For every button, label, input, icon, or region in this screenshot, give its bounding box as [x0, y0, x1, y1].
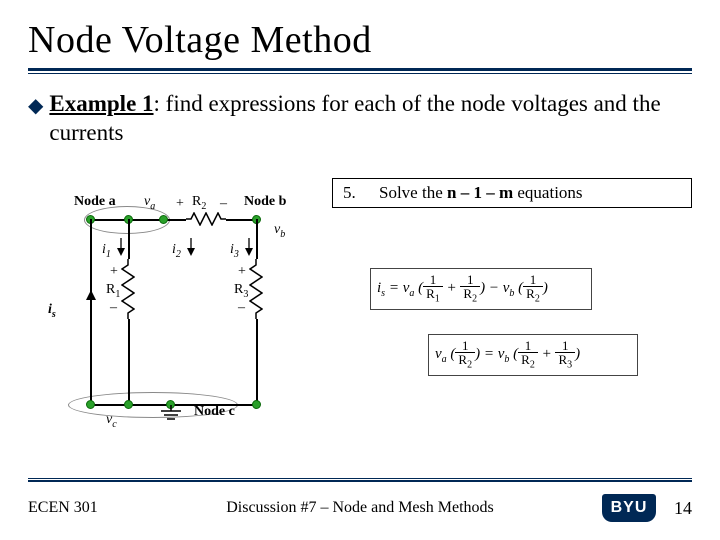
circuit-diagram: Node a Node b Node c va vb vc is i1 i2 i… [28, 200, 338, 435]
slide-title: Node Voltage Method [28, 18, 692, 62]
label-i2: i2 [172, 242, 181, 260]
label-r3-plus: + [238, 264, 246, 280]
step-text: Solve the n – 1 – m equations [379, 183, 583, 203]
label-r2-plus: + [176, 196, 184, 212]
equation-2: va (1R2) = vb (1R2 + 1R3) [428, 334, 638, 376]
title-rule [28, 68, 692, 74]
step-number: 5. [343, 183, 361, 203]
example-label: Example 1 [49, 91, 153, 116]
resistor-r2 [186, 212, 226, 226]
body: ◆ Example 1: find expressions for each o… [28, 90, 692, 148]
label-r2-minus: – [220, 196, 227, 212]
diamond-icon: ◆ [28, 94, 43, 119]
current-source-arrow [82, 290, 100, 339]
footer-center: Discussion #7 – Node and Mesh Methods [28, 499, 692, 517]
resistor-r3 [249, 259, 263, 299]
ground-icon [159, 405, 183, 428]
label-r1-minus: – [110, 300, 117, 316]
label-vc: vc [106, 412, 117, 430]
label-node-a: Node a [74, 194, 116, 210]
footer: ECEN 301 Discussion #7 – Node and Mesh M… [28, 488, 692, 528]
i1-arrow [116, 238, 126, 261]
label-va: va [144, 194, 155, 212]
bullet: ◆ Example 1: find expressions for each o… [28, 90, 692, 148]
i3-arrow [244, 238, 254, 261]
label-r2: R2 [192, 194, 206, 212]
label-r3-minus: – [238, 300, 245, 316]
label-node-c: Node c [194, 404, 235, 420]
resistor-r1 [121, 259, 135, 299]
footer-rule [28, 478, 692, 482]
label-r1: R1 [106, 282, 120, 300]
label-i3: i3 [230, 242, 239, 260]
label-i1: i1 [102, 242, 111, 260]
i2-arrow [186, 238, 196, 261]
label-r1-plus: + [110, 264, 118, 280]
equation-1: is = va (1R1 + 1R2) − vb (1R2) [370, 268, 592, 310]
label-r3: R3 [234, 282, 248, 300]
node-c-dot-2 [124, 400, 133, 409]
node-c-dot-4 [252, 400, 261, 409]
equations: is = va (1R1 + 1R2) − vb (1R2) va (1R2) … [370, 268, 700, 398]
node-a-dot-3 [159, 215, 168, 224]
slide: Node Voltage Method ◆ Example 1: find ex… [0, 0, 720, 540]
step-box: 5. Solve the n – 1 – m equations [332, 178, 692, 208]
label-vb: vb [274, 222, 285, 240]
label-node-b: Node b [244, 194, 286, 210]
node-c-dot-1 [86, 400, 95, 409]
bullet-text: Example 1: find expressions for each of … [49, 90, 692, 148]
label-is: is [48, 302, 56, 320]
